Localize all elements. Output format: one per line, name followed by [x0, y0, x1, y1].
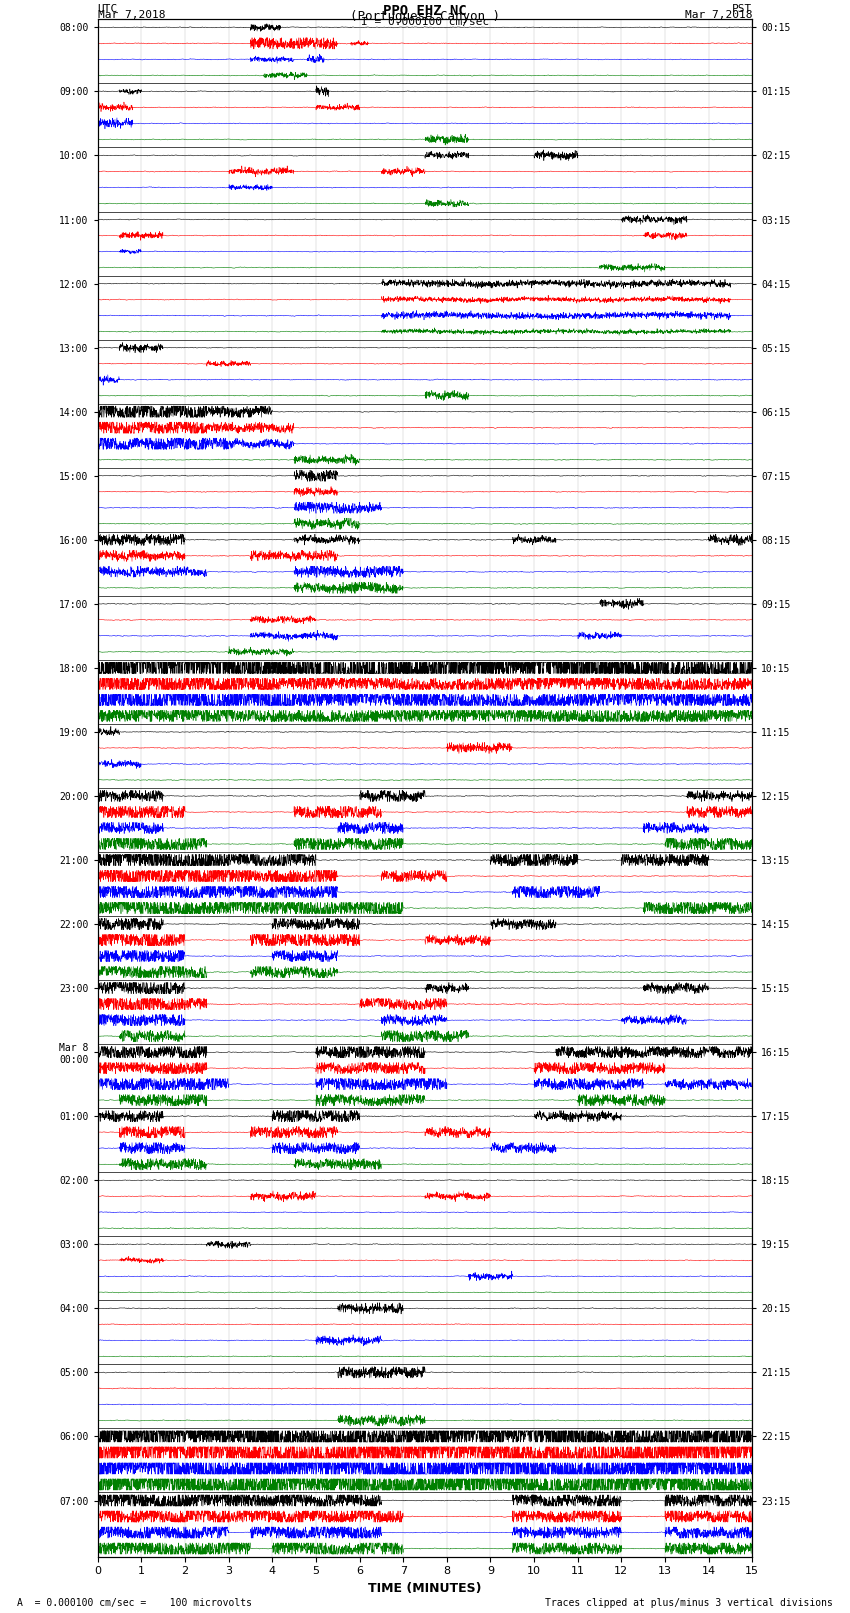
Text: PPO EHZ NC: PPO EHZ NC [383, 5, 467, 18]
Text: Mar 7,2018: Mar 7,2018 [98, 11, 165, 21]
Text: Traces clipped at plus/minus 3 vertical divisions: Traces clipped at plus/minus 3 vertical … [545, 1598, 833, 1608]
Text: UTC: UTC [98, 5, 118, 15]
Text: Mar 7,2018: Mar 7,2018 [685, 11, 752, 21]
X-axis label: TIME (MINUTES): TIME (MINUTES) [368, 1582, 482, 1595]
Text: A  = 0.000100 cm/sec =    100 microvolts: A = 0.000100 cm/sec = 100 microvolts [17, 1598, 252, 1608]
Text: I = 0.000100 cm/sec: I = 0.000100 cm/sec [361, 18, 489, 27]
Text: PST: PST [732, 5, 752, 15]
Text: (Portuguese Canyon ): (Portuguese Canyon ) [350, 11, 500, 24]
